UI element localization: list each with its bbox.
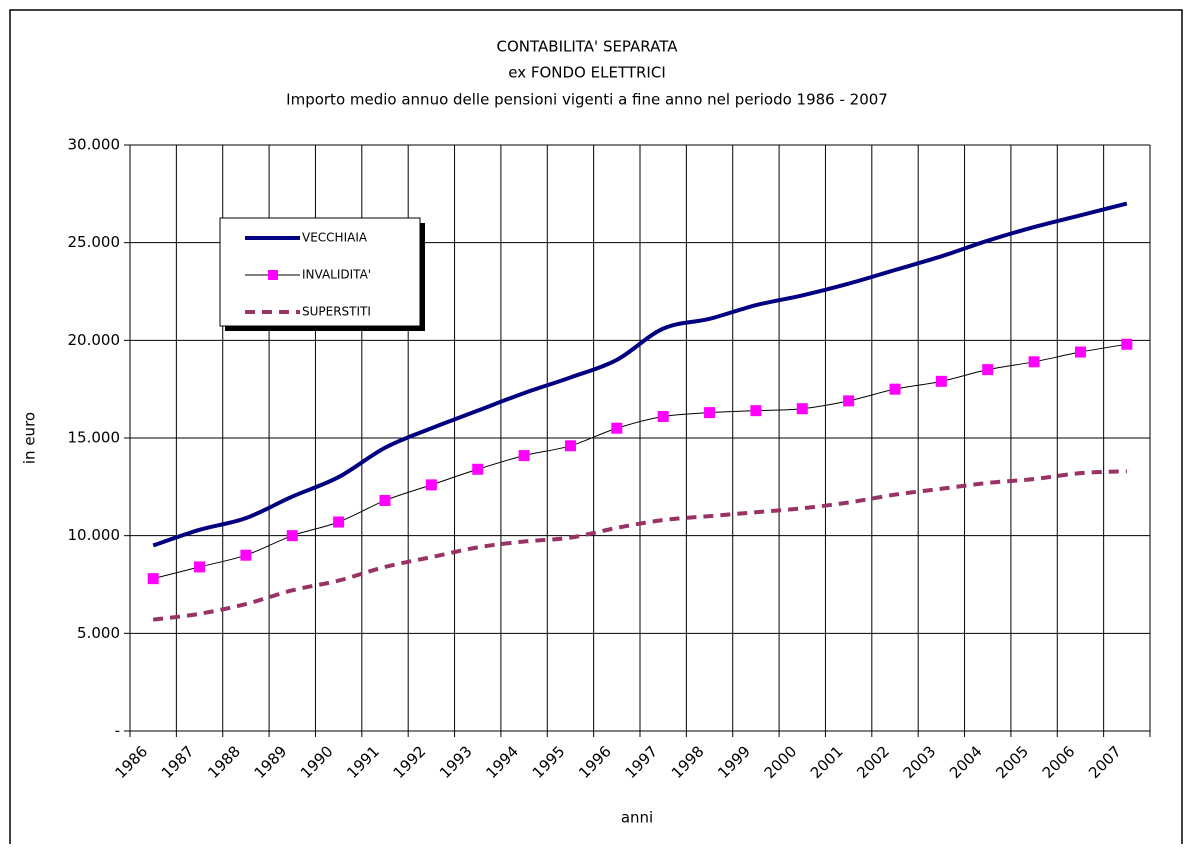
marker [194, 561, 206, 573]
marker [564, 440, 576, 452]
legend-label: SUPERSTITI [302, 305, 371, 319]
series-line [152, 201, 1128, 548]
marker [425, 479, 437, 491]
y-tick-label: 15.000 [68, 429, 121, 447]
marker [657, 411, 669, 423]
marker [935, 375, 947, 387]
y-tick-label: 10.000 [68, 526, 121, 544]
chart-subtitle: Importo medio annuo delle pensioni vigen… [286, 91, 888, 109]
marker [982, 364, 994, 376]
marker [333, 516, 345, 528]
marker [379, 495, 391, 507]
marker [796, 403, 808, 415]
chart-frame [9, 9, 1183, 848]
x-axis-label: anni [621, 809, 653, 827]
y-axis-label: in euro [21, 412, 39, 464]
marker [889, 383, 901, 395]
series-line [152, 469, 1127, 622]
marker [147, 573, 159, 585]
marker [704, 407, 716, 419]
legend-label: INVALIDITA' [302, 268, 371, 282]
y-tick-label: 25.000 [68, 233, 121, 251]
marker [1074, 346, 1086, 358]
series-line [153, 343, 1127, 580]
legend-label: VECCHIAIA [302, 231, 368, 245]
marker [843, 395, 855, 407]
marker [472, 463, 484, 475]
marker [286, 530, 298, 542]
marker [1121, 338, 1133, 350]
y-tick-label: 30.000 [68, 136, 121, 154]
marker [750, 405, 762, 417]
marker [611, 422, 623, 434]
marker [518, 450, 530, 462]
chart-subtitle: ex FONDO ELETTRICI [508, 64, 666, 82]
marker [240, 549, 252, 561]
y-tick-label: 5.000 [77, 624, 120, 642]
marker [1028, 356, 1040, 368]
y-tick-label: - [115, 722, 120, 740]
legend-marker [268, 270, 278, 280]
chart-title: CONTABILITA' SEPARATA [497, 38, 679, 56]
y-tick-label: 20.000 [68, 331, 121, 349]
